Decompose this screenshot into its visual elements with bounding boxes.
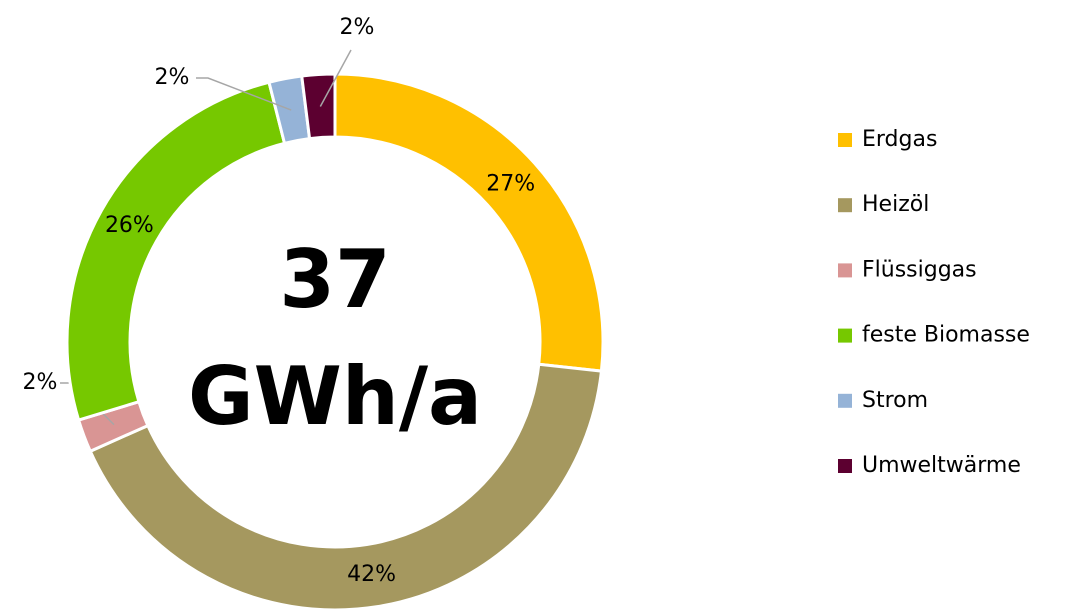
- leader-line: [319, 49, 352, 107]
- legend-label: Flüssiggas: [862, 257, 977, 282]
- center-value: 37: [279, 233, 390, 326]
- center-unit: GWh/a: [188, 350, 482, 443]
- legend-label: feste Biomasse: [862, 323, 1030, 348]
- legend-swatch: [838, 328, 852, 343]
- data-label: 2%: [155, 65, 190, 90]
- donut-slice: [333, 72, 605, 373]
- legend-label: Umweltwärme: [862, 453, 1021, 478]
- legend-swatch: [838, 263, 852, 278]
- leader-line: [196, 77, 292, 111]
- legend-swatch: [838, 133, 852, 147]
- data-label: 26%: [105, 213, 154, 238]
- donut-slice: [300, 72, 337, 141]
- legend-label: Heizöl: [862, 192, 929, 217]
- legend-swatch: [838, 198, 852, 213]
- data-label: 27%: [486, 171, 535, 196]
- data-label: 2%: [340, 15, 375, 40]
- data-label: 2%: [23, 370, 58, 395]
- donut-slice: [88, 362, 604, 610]
- legend-label: Strom: [862, 388, 928, 413]
- legend-swatch: [838, 393, 852, 408]
- legend-label: Erdgas: [862, 127, 937, 152]
- data-label: 42%: [347, 562, 396, 587]
- legend-swatch: [838, 459, 852, 473]
